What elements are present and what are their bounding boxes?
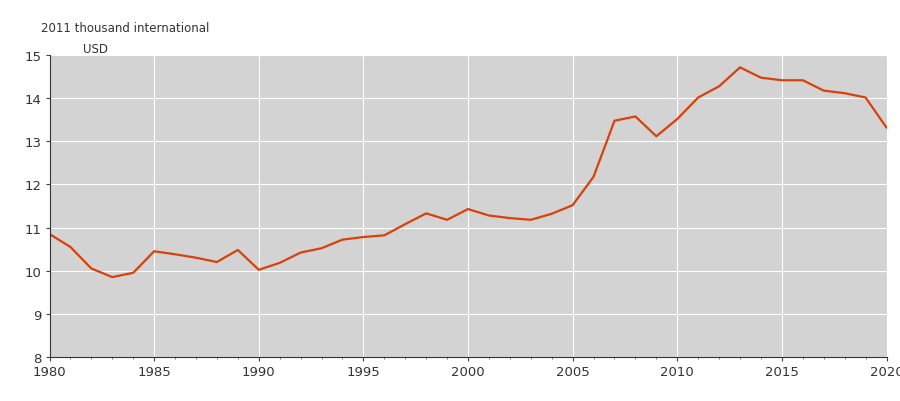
Text: USD: USD bbox=[83, 43, 108, 56]
Text: 2011 thousand international: 2011 thousand international bbox=[41, 22, 210, 35]
